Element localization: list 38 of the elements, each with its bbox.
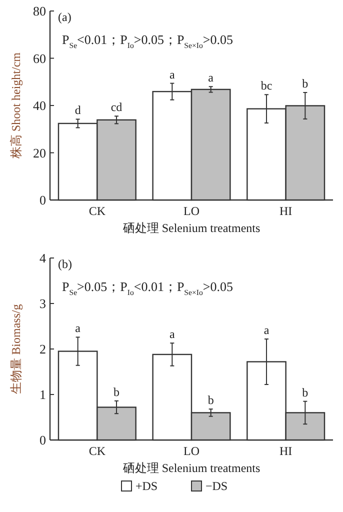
y-tick-label: 0 — [40, 192, 46, 208]
data-label: a — [75, 321, 82, 336]
data-label: a — [264, 322, 270, 337]
x-tick-label: HI — [279, 444, 292, 458]
legend-label: −DS — [206, 479, 228, 493]
legend-label: +DS — [136, 479, 158, 493]
y-tick-label: 40 — [33, 98, 46, 113]
x-tick-label: CK — [88, 204, 106, 218]
y-axis-title: 生物量 Biomass/g — [9, 304, 23, 394]
x-tick-label: HI — [279, 204, 292, 218]
data-label: b — [302, 385, 308, 400]
y-tick-label: 60 — [33, 50, 46, 66]
x-axis-title: 硒处理 Selenium treatments — [122, 221, 260, 235]
x-tick-label: LO — [184, 444, 200, 458]
x-tick-label: CK — [88, 444, 106, 458]
x-axis-title: 硒处理 Selenium treatments — [122, 461, 260, 475]
y-tick-label: 20 — [33, 145, 46, 160]
x-tick-label: LO — [184, 204, 200, 218]
data-label: b — [302, 76, 308, 91]
y-axis-title: 株高 Shoot height/cm — [9, 52, 23, 160]
data-label: a — [170, 67, 176, 82]
y-tick-label: 1 — [40, 387, 46, 402]
data-label: a — [208, 70, 214, 85]
y-tick-label: 0 — [40, 432, 46, 448]
data-label: b — [208, 393, 214, 408]
y-tick-label: 3 — [40, 296, 46, 311]
annotation: P$_{Se}$>0.05；P$_{Io}$<0.01；P$_{Se×Io}$>0.05 — [62, 279, 233, 297]
annotation: P$_{Se}$<0.01；P$_{Io}$>0.05；P$_{Se×Io}$>0.05 — [62, 32, 233, 50]
data-label: a — [170, 327, 176, 342]
y-tick-label: 2 — [40, 342, 46, 356]
y-tick-label: 4 — [40, 250, 46, 266]
chart-title: (a) — [58, 10, 72, 24]
data-label: d — [74, 103, 81, 118]
data-label: cd — [110, 100, 122, 114]
data-label: b — [114, 384, 120, 399]
chart-title: (b) — [58, 257, 72, 271]
data-label: bc — [260, 78, 272, 93]
y-tick-label: 80 — [33, 4, 46, 18]
